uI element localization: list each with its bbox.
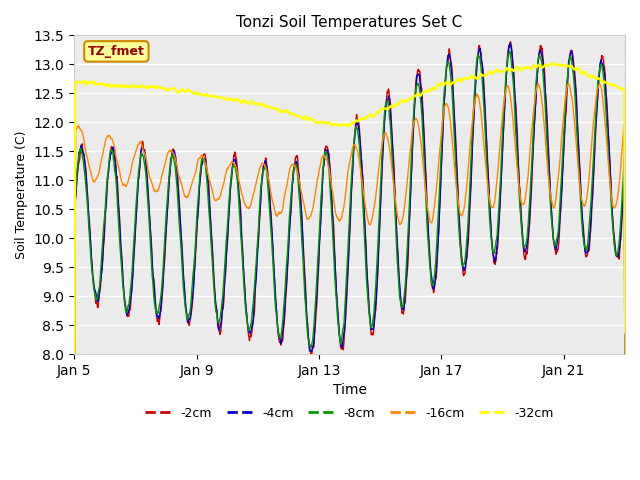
- Y-axis label: Soil Temperature (C): Soil Temperature (C): [15, 131, 28, 259]
- X-axis label: Time: Time: [333, 384, 367, 397]
- Text: TZ_fmet: TZ_fmet: [88, 45, 145, 58]
- Title: Tonzi Soil Temperatures Set C: Tonzi Soil Temperatures Set C: [236, 15, 463, 30]
- Legend: -2cm, -4cm, -8cm, -16cm, -32cm: -2cm, -4cm, -8cm, -16cm, -32cm: [140, 402, 559, 425]
